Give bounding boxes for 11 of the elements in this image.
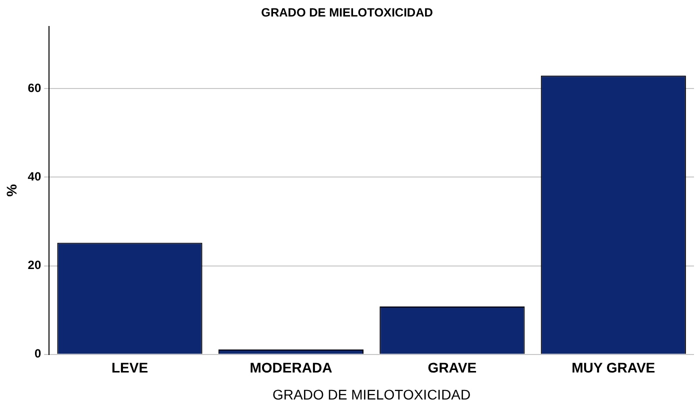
chart-title: GRADO DE MIELOTOXICIDAD [261,6,434,20]
y-axis-title: % [3,184,20,197]
y-tick-label: 20 [28,258,42,272]
x-tick-label: LEVE [111,360,148,376]
x-tick-label: MUY GRAVE [572,360,656,376]
x-axis-title: GRADO DE MIELOTOXICIDAD [272,386,471,402]
x-tick-label: GRAVE [428,360,477,376]
y-tick-label: 60 [28,80,42,95]
y-tick-label: 40 [28,169,42,184]
x-tick-label: MODERADA [250,360,332,376]
y-tick-label: 0 [34,346,42,361]
